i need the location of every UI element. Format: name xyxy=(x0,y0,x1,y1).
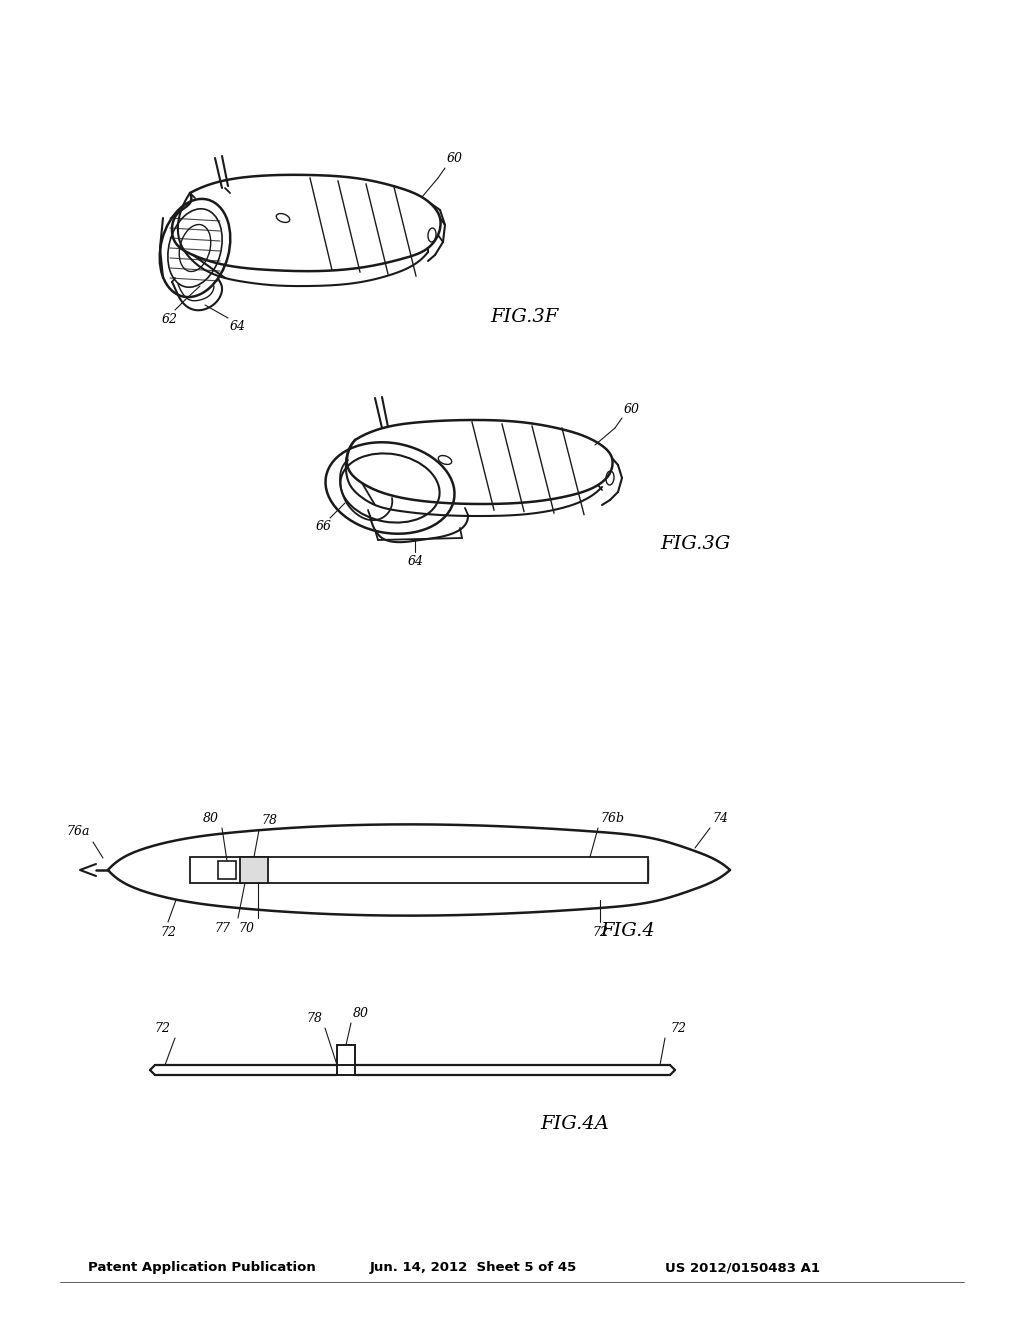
Text: FIG.3F: FIG.3F xyxy=(490,308,558,326)
Text: 78: 78 xyxy=(261,814,278,828)
Text: 76b: 76b xyxy=(600,812,624,825)
Text: 74: 74 xyxy=(712,812,728,825)
Text: 60: 60 xyxy=(447,152,463,165)
Text: FIG.4: FIG.4 xyxy=(600,921,654,940)
Text: 80: 80 xyxy=(203,812,219,825)
Text: 72: 72 xyxy=(160,927,176,939)
Text: 72: 72 xyxy=(154,1022,170,1035)
Text: Patent Application Publication: Patent Application Publication xyxy=(88,1262,315,1275)
Text: 72: 72 xyxy=(592,927,608,939)
Text: 62: 62 xyxy=(162,313,178,326)
Bar xyxy=(218,861,236,879)
Text: 64: 64 xyxy=(408,554,424,568)
Text: FIG.3G: FIG.3G xyxy=(660,535,730,553)
Text: 72: 72 xyxy=(670,1022,686,1035)
Text: 70: 70 xyxy=(238,921,254,935)
Bar xyxy=(190,857,648,883)
Text: Jun. 14, 2012  Sheet 5 of 45: Jun. 14, 2012 Sheet 5 of 45 xyxy=(370,1262,578,1275)
Text: 60: 60 xyxy=(624,403,640,416)
Text: 66: 66 xyxy=(316,520,332,533)
Text: 78: 78 xyxy=(306,1012,322,1026)
Text: US 2012/0150483 A1: US 2012/0150483 A1 xyxy=(665,1262,820,1275)
Text: 76a: 76a xyxy=(67,825,90,838)
Text: 64: 64 xyxy=(230,319,246,333)
Text: 80: 80 xyxy=(353,1007,369,1020)
Text: 77: 77 xyxy=(214,921,230,935)
Text: FIG.4A: FIG.4A xyxy=(540,1115,609,1133)
Bar xyxy=(240,857,268,883)
